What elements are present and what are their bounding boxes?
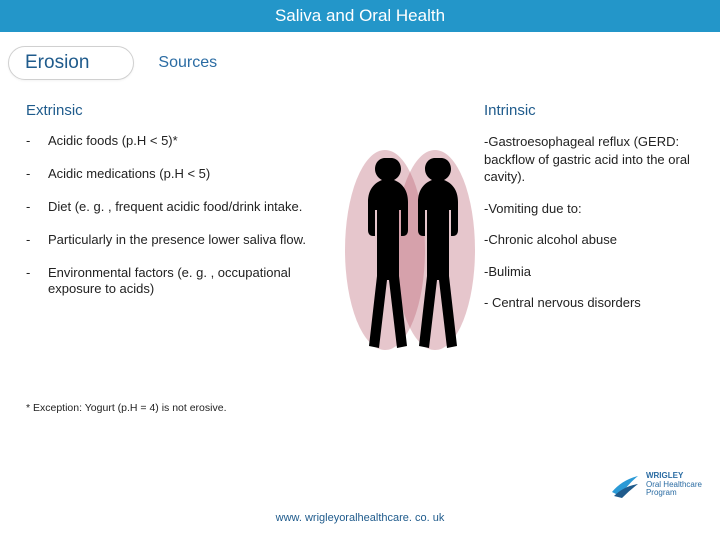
footnote: * Exception: Yogurt (p.H = 4) is not ero… [26, 402, 266, 415]
bullet-dash: - [26, 199, 48, 216]
logo-line3: Program [646, 489, 702, 498]
topic-pill: Erosion [8, 46, 134, 80]
bullet-dash: - [26, 133, 48, 150]
bullet-dash: - [26, 232, 48, 249]
pill-label: Erosion [25, 52, 89, 73]
list-item: -Gastroesophageal reflux (GERD: backflow… [484, 133, 694, 186]
list-item: - Environmental factors (e. g. , occupat… [26, 265, 306, 299]
extrinsic-column: Extrinsic - Acidic foods (p.H < 5)* - Ac… [26, 102, 306, 326]
list-item-text: Diet (e. g. , frequent acidic food/drink… [48, 199, 302, 216]
logo-text: WRIGLEY Oral Healthcare Program [646, 472, 702, 498]
list-item: - Acidic foods (p.H < 5)* [26, 133, 306, 150]
list-item-text: Particularly in the presence lower saliv… [48, 232, 306, 249]
list-item: -Chronic alcohol abuse [484, 231, 694, 249]
bullet-dash: - [26, 166, 48, 183]
list-item: - Acidic medications (p.H < 5) [26, 166, 306, 183]
extrinsic-heading: Extrinsic [26, 102, 306, 119]
list-item-text: Acidic medications (p.H < 5) [48, 166, 210, 183]
list-item: -Vomiting due to: [484, 200, 694, 218]
intrinsic-heading: Intrinsic [484, 102, 694, 119]
silhouette-graphic [330, 150, 490, 360]
logo-swoosh-icon [610, 470, 640, 500]
list-item: -Bulimia [484, 263, 694, 281]
footer-url: www. wrigleyoralhealthcare. co. uk [0, 512, 720, 524]
list-item: - Central nervous disorders [484, 294, 694, 312]
brand-logo: WRIGLEY Oral Healthcare Program [610, 470, 702, 500]
sub-header: Erosion Sources [0, 46, 720, 80]
list-item-text: Acidic foods (p.H < 5)* [48, 133, 178, 150]
bullet-dash: - [26, 265, 48, 299]
list-item-text: Environmental factors (e. g. , occupatio… [48, 265, 306, 299]
intrinsic-column: Intrinsic -Gastroesophageal reflux (GERD… [484, 102, 694, 326]
list-item: - Particularly in the presence lower sal… [26, 232, 306, 249]
extrinsic-list: - Acidic foods (p.H < 5)* - Acidic medic… [26, 133, 306, 298]
page-title: Saliva and Oral Health [275, 6, 445, 25]
list-item: - Diet (e. g. , frequent acidic food/dri… [26, 199, 306, 216]
subtitle: Sources [158, 54, 217, 72]
intrinsic-list: -Gastroesophageal reflux (GERD: backflow… [484, 133, 694, 312]
title-bar: Saliva and Oral Health [0, 0, 720, 32]
